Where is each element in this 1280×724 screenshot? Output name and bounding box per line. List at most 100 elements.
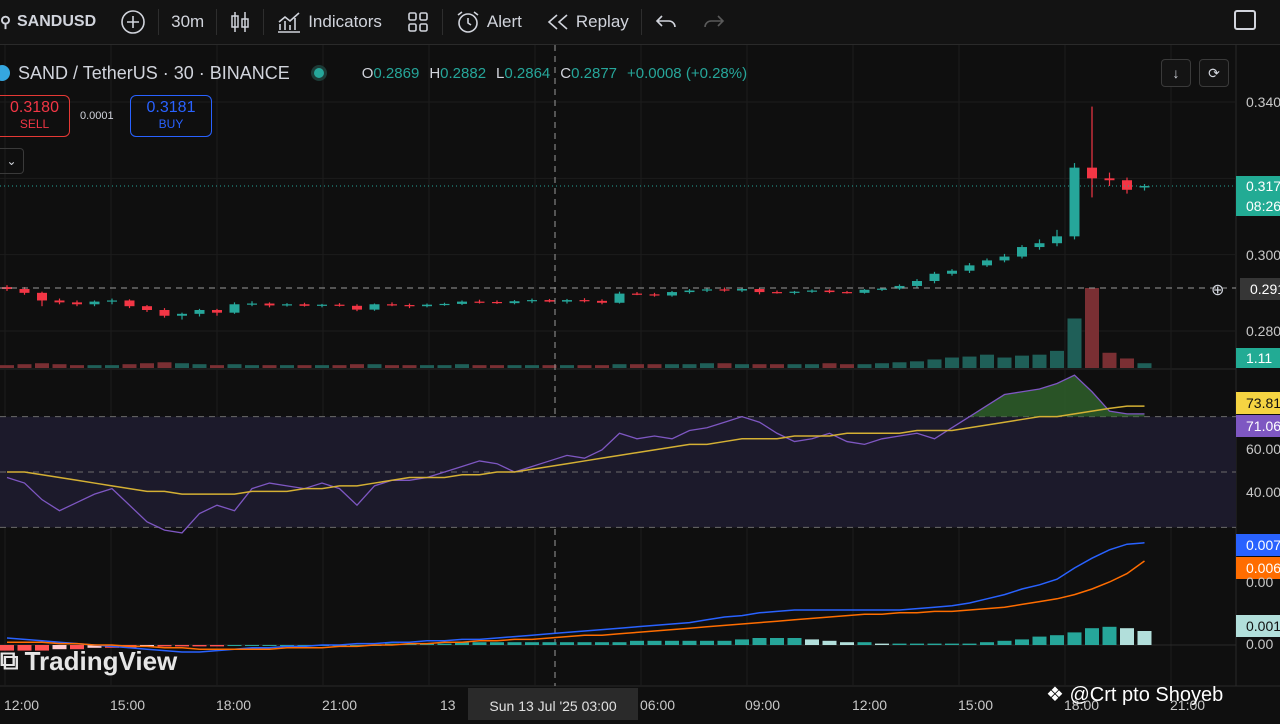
candle-body bbox=[807, 290, 817, 292]
buy-price: 0.3181 bbox=[146, 99, 196, 116]
candle-body bbox=[667, 292, 677, 296]
indicators-icon bbox=[278, 12, 301, 33]
alert-button[interactable]: Alert bbox=[443, 0, 534, 44]
buy-button[interactable]: 0.3181 BUY bbox=[130, 95, 212, 137]
macd-histogram-bar bbox=[17, 645, 32, 651]
macd-histogram-bar bbox=[910, 643, 924, 645]
histogram-tag: 0.001 bbox=[1236, 615, 1280, 637]
sell-price: 0.3180 bbox=[10, 99, 59, 116]
volume-bar bbox=[332, 365, 347, 368]
macd-histogram-bar bbox=[1067, 632, 1082, 645]
candle-body bbox=[999, 256, 1010, 261]
add-circle-icon bbox=[121, 10, 145, 34]
macd-histogram-bar bbox=[595, 642, 609, 645]
candle-body bbox=[509, 301, 520, 304]
chart-type-button[interactable] bbox=[217, 0, 263, 44]
macd-histogram-bar bbox=[157, 645, 172, 647]
author-credit: ❖ @Crt pto Shoyeb bbox=[1046, 682, 1223, 707]
indicators-button[interactable]: Indicators bbox=[264, 0, 394, 44]
legend-title[interactable]: SAND / TetherUS · 30 · BINANCE bbox=[18, 62, 290, 83]
volume-bar bbox=[472, 365, 487, 368]
download-button[interactable]: ↓ bbox=[1161, 59, 1191, 87]
volume-bar bbox=[857, 364, 872, 368]
replay-button[interactable]: Replay bbox=[534, 0, 641, 44]
macd-histogram-bar bbox=[1102, 626, 1117, 645]
candle-body bbox=[684, 290, 695, 293]
macd-histogram-bar bbox=[525, 642, 539, 645]
arrow-down-icon: ↓ bbox=[1172, 65, 1180, 81]
market-open-icon bbox=[313, 68, 324, 78]
indicators-label: Indicators bbox=[308, 12, 382, 31]
volume-bar bbox=[787, 364, 802, 368]
rsi-axis-label: 40.00 bbox=[1246, 484, 1280, 500]
candle-body bbox=[579, 300, 590, 302]
volume-bar bbox=[892, 362, 907, 368]
volume-bar bbox=[245, 365, 259, 368]
volume-bar bbox=[455, 364, 469, 368]
volume-bar bbox=[175, 363, 189, 368]
macd-histogram-bar bbox=[1137, 631, 1152, 645]
candle-body bbox=[282, 304, 292, 306]
volume-bar bbox=[1137, 363, 1152, 368]
volume-bar bbox=[105, 365, 119, 368]
sell-button[interactable]: 0.3180 SELL bbox=[0, 95, 70, 137]
add-alert-plus-icon[interactable]: ⊕ bbox=[1211, 282, 1225, 299]
volume-bar bbox=[945, 357, 959, 368]
screenshot-button[interactable]: ⟳ bbox=[1199, 59, 1229, 87]
volume-bar bbox=[542, 365, 557, 368]
volume-bar bbox=[52, 364, 67, 368]
volume-bar bbox=[927, 359, 942, 368]
macd-histogram-bar bbox=[1050, 635, 1064, 645]
candle-body bbox=[824, 290, 835, 293]
interval-button[interactable]: 30m bbox=[159, 0, 216, 44]
candle-body bbox=[72, 302, 82, 305]
volume-bar bbox=[962, 356, 977, 368]
price-axis-label: 0.280 bbox=[1246, 323, 1280, 339]
layouts-button[interactable] bbox=[394, 0, 442, 44]
macd-histogram-bar bbox=[682, 640, 697, 645]
macd-histogram-bar bbox=[980, 642, 994, 645]
volume-bar bbox=[840, 364, 854, 368]
symbol-search-button[interactable]: ⚲ SANDUSD bbox=[0, 0, 108, 44]
candle-body bbox=[317, 304, 327, 306]
tradingview-watermark: ⧉ TradingView bbox=[0, 645, 177, 677]
volume-tag: 1.11 bbox=[1236, 348, 1280, 368]
macd-histogram-bar bbox=[87, 645, 102, 648]
volume-bar bbox=[262, 365, 277, 368]
volume-bar bbox=[630, 364, 644, 368]
volume-bar bbox=[577, 365, 592, 368]
macd-histogram-bar bbox=[262, 645, 277, 646]
macd-histogram-bar bbox=[577, 642, 592, 645]
volume-bar bbox=[227, 364, 242, 368]
collapse-legend-button[interactable]: ⌄ bbox=[0, 148, 24, 174]
low-key: L bbox=[496, 64, 505, 82]
candle-body bbox=[37, 292, 47, 301]
macd-histogram-bar bbox=[630, 640, 644, 645]
change-value: +0.0008 (+0.28%) bbox=[627, 64, 748, 82]
candle-body bbox=[649, 294, 660, 296]
chart-background bbox=[0, 45, 1280, 720]
fullscreen-icon[interactable] bbox=[1234, 10, 1256, 30]
compare-symbol-button[interactable] bbox=[108, 0, 158, 44]
volume-bar bbox=[1102, 352, 1117, 368]
macd-histogram-bar bbox=[437, 643, 452, 645]
candle-body bbox=[492, 301, 502, 304]
macd-axis-label: 0.00 bbox=[1246, 574, 1274, 590]
volume-bar bbox=[980, 354, 994, 368]
candle-body bbox=[1052, 236, 1062, 244]
volume-bar bbox=[875, 363, 889, 368]
candle-body bbox=[54, 300, 65, 303]
macd-histogram-bar bbox=[700, 640, 714, 645]
rsi-overbought-fill bbox=[7, 375, 1145, 417]
undo-button[interactable] bbox=[642, 0, 690, 44]
candle-body bbox=[702, 289, 712, 291]
tradingview-logo-icon: ⧉ bbox=[0, 645, 19, 675]
chevron-down-icon: ⌄ bbox=[6, 154, 17, 168]
ohlc-values: O0.2869 H0.2882 L0.2864 C0.2877 +0.0008 … bbox=[362, 65, 747, 82]
volume-bar bbox=[35, 363, 49, 368]
redo-button[interactable] bbox=[690, 0, 738, 44]
volume-bar bbox=[402, 365, 417, 368]
volume-bar bbox=[87, 365, 102, 368]
candle-body bbox=[1069, 167, 1080, 237]
